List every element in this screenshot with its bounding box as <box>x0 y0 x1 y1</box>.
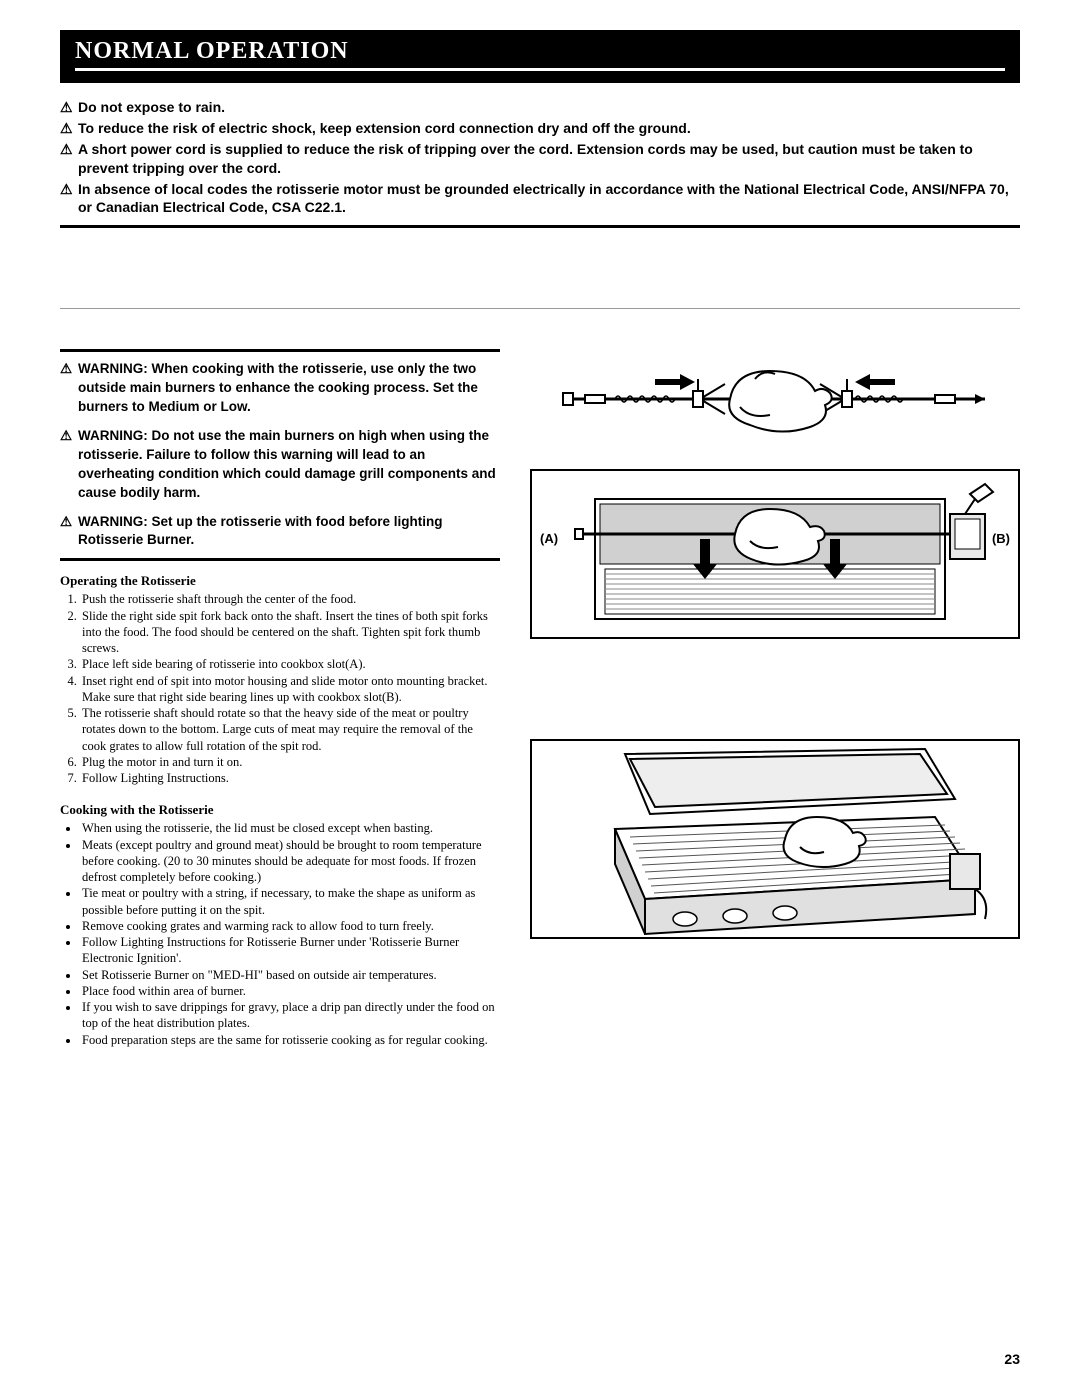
warning-text: WARNING: Do not use the main burners on … <box>78 427 500 503</box>
warning-item: ⚠ WARNING: Do not use the main burners o… <box>60 427 500 503</box>
operating-steps: Push the rotisserie shaft through the ce… <box>60 591 500 786</box>
grill-perspective-illustration-icon <box>555 739 995 939</box>
warning-item: ⚠ A short power cord is supplied to redu… <box>60 140 1020 178</box>
grill-mount-illustration-icon <box>555 469 995 639</box>
warning-icon: ⚠ <box>60 98 78 117</box>
figure-label-a: (A) <box>540 531 558 546</box>
list-item: When using the rotisserie, the lid must … <box>80 820 500 836</box>
warning-icon: ⚠ <box>60 427 78 503</box>
warning-item: ⚠ WARNING: Set up the rotisserie with fo… <box>60 513 500 551</box>
warning-text: To reduce the risk of electric shock, ke… <box>78 119 1020 138</box>
figure-grill-mount: (A) (B) <box>530 469 1020 639</box>
warning-text: In absence of local codes the rotisserie… <box>78 180 1020 218</box>
page-number: 23 <box>1004 1351 1020 1367</box>
list-item: If you wish to save drippings for gravy,… <box>80 999 500 1032</box>
cooking-heading: Cooking with the Rotisserie <box>60 802 500 818</box>
figure-spit-assembly <box>530 349 1020 449</box>
warning-icon: ⚠ <box>60 140 78 178</box>
figure-grill-perspective <box>530 739 1020 939</box>
cooking-bullets: When using the rotisserie, the lid must … <box>60 820 500 1048</box>
warning-text: WARNING: Set up the rotisserie with food… <box>78 513 500 551</box>
list-item: Place left side bearing of rotisserie in… <box>80 656 500 672</box>
warning-icon: ⚠ <box>60 180 78 218</box>
list-item: Food preparation steps are the same for … <box>80 1032 500 1048</box>
section-warnings-block: ⚠ WARNING: When cooking with the rotisse… <box>60 349 500 561</box>
list-item: Tie meat or poultry with a string, if ne… <box>80 885 500 918</box>
warning-text: A short power cord is supplied to reduce… <box>78 140 1020 178</box>
page-title: NORMAL OPERATION <box>75 38 1005 71</box>
list-item: Inset right end of spit into motor housi… <box>80 673 500 706</box>
two-column-layout: ⚠ WARNING: When cooking with the rotisse… <box>60 349 1020 1048</box>
warning-icon: ⚠ <box>60 360 78 417</box>
figure-label-b: (B) <box>992 531 1010 546</box>
warning-item: ⚠ In absence of local codes the rotisser… <box>60 180 1020 218</box>
list-item: Meats (except poultry and ground meat) s… <box>80 837 500 886</box>
warning-item: ⚠ To reduce the risk of electric shock, … <box>60 119 1020 138</box>
operating-heading: Operating the Rotisserie <box>60 573 500 589</box>
divider <box>60 308 1020 309</box>
spit-illustration-icon <box>555 349 995 449</box>
cooking-block: Cooking with the Rotisserie When using t… <box>60 802 500 1048</box>
warning-item: ⚠ WARNING: When cooking with the rotisse… <box>60 360 500 417</box>
right-column: (A) (B) <box>530 349 1020 1048</box>
warning-text: WARNING: When cooking with the rotisseri… <box>78 360 500 417</box>
list-item: Slide the right side spit fork back onto… <box>80 608 500 657</box>
list-item: The rotisserie shaft should rotate so th… <box>80 705 500 754</box>
list-item: Follow Lighting Instructions. <box>80 770 500 786</box>
warning-text: Do not expose to rain. <box>78 98 1020 117</box>
warning-item: ⚠ Do not expose to rain. <box>60 98 1020 117</box>
warning-icon: ⚠ <box>60 513 78 551</box>
list-item: Push the rotisserie shaft through the ce… <box>80 591 500 607</box>
list-item: Plug the motor in and turn it on. <box>80 754 500 770</box>
list-item: Place food within area of burner. <box>80 983 500 999</box>
warning-icon: ⚠ <box>60 119 78 138</box>
left-column: ⚠ WARNING: When cooking with the rotisse… <box>60 349 500 1048</box>
header-bar: NORMAL OPERATION <box>60 30 1020 83</box>
list-item: Remove cooking grates and warming rack t… <box>80 918 500 934</box>
top-warnings-block: ⚠ Do not expose to rain. ⚠ To reduce the… <box>60 98 1020 228</box>
list-item: Follow Lighting Instructions for Rotisse… <box>80 934 500 967</box>
list-item: Set Rotisserie Burner on "MED-HI" based … <box>80 967 500 983</box>
